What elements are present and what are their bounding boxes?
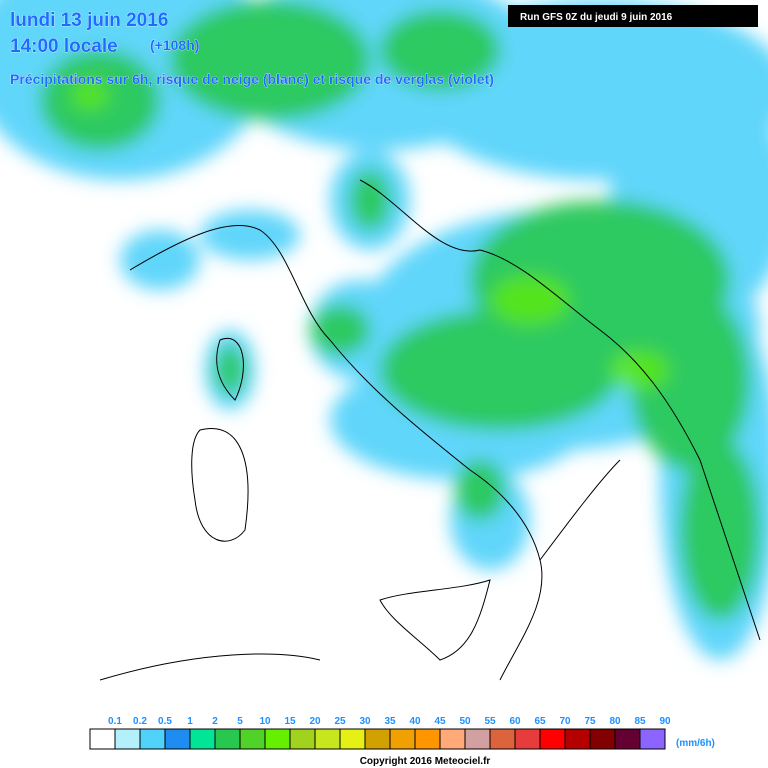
legend-label: 40 — [409, 716, 421, 727]
legend-label: 30 — [359, 716, 371, 727]
legend-swatch — [464, 728, 491, 750]
header: lundi 13 juin 2016 14:00 locale (+108h) … — [10, 10, 495, 88]
copyright: Copyright 2016 Meteociel.fr — [360, 756, 491, 767]
legend-swatch — [539, 728, 566, 750]
legend-label: 0.2 — [133, 716, 147, 727]
legend-label: 65 — [534, 716, 546, 727]
legend-label: 1 — [187, 716, 193, 727]
legend-swatch — [639, 728, 666, 750]
map-date: lundi 13 juin 2016 — [10, 10, 168, 31]
legend-label: 15 — [284, 716, 296, 727]
legend-swatch — [339, 728, 366, 750]
legend-swatch — [89, 728, 116, 750]
legend-label: 55 — [484, 716, 496, 727]
legend-swatch — [164, 728, 191, 750]
legend-label: 35 — [384, 716, 396, 727]
legend-swatch — [489, 728, 516, 750]
legend-swatch — [564, 728, 591, 750]
legend-label: 25 — [334, 716, 346, 727]
legend-swatch — [414, 728, 441, 750]
legend-label: 85 — [634, 716, 646, 727]
legend-swatch — [114, 728, 141, 750]
description: Précipitations sur 6h, risque de neige (… — [10, 71, 494, 87]
lead-time: (+108h) — [150, 37, 199, 53]
legend-label: 70 — [559, 716, 571, 727]
legend-label: 90 — [659, 716, 671, 727]
legend-swatch — [439, 728, 466, 750]
legend-label: 80 — [609, 716, 621, 727]
legend-swatch — [239, 728, 266, 750]
legend-label: 0.1 — [108, 716, 122, 727]
legend-swatch — [589, 728, 616, 750]
legend-unit: (mm/6h) — [676, 738, 715, 749]
legend-swatch — [514, 728, 541, 750]
legend-swatch — [314, 728, 341, 750]
legend-label: 2 — [212, 716, 218, 727]
run-info: Run GFS 0Z du jeudi 9 juin 2016 — [520, 12, 673, 23]
legend-swatch — [364, 728, 391, 750]
legend-swatch — [389, 728, 416, 750]
legend-swatch — [214, 728, 241, 750]
legend-label: 45 — [434, 716, 446, 727]
legend-swatch — [139, 728, 166, 750]
legend-swatch — [264, 728, 291, 750]
legend-swatch — [614, 728, 641, 750]
legend-label: 20 — [309, 716, 321, 727]
coastlines — [99, 179, 761, 681]
legend-label: 10 — [259, 716, 271, 727]
legend-swatch — [189, 728, 216, 750]
map-time: 14:00 locale — [10, 36, 118, 57]
precipitation-field — [0, 0, 768, 660]
legend-swatch — [289, 728, 316, 750]
run-box — [508, 5, 758, 27]
legend-label: 0.5 — [158, 716, 172, 727]
legend-label: 50 — [459, 716, 471, 727]
legend-label: 75 — [584, 716, 596, 727]
legend: 0.1 0.2 0.5 1 2 5 10 15 20 25 30 35 40 45 50 55 60 65 70 75… — [89, 716, 671, 750]
legend-label: 60 — [509, 716, 521, 727]
legend-label: 5 — [237, 716, 243, 727]
